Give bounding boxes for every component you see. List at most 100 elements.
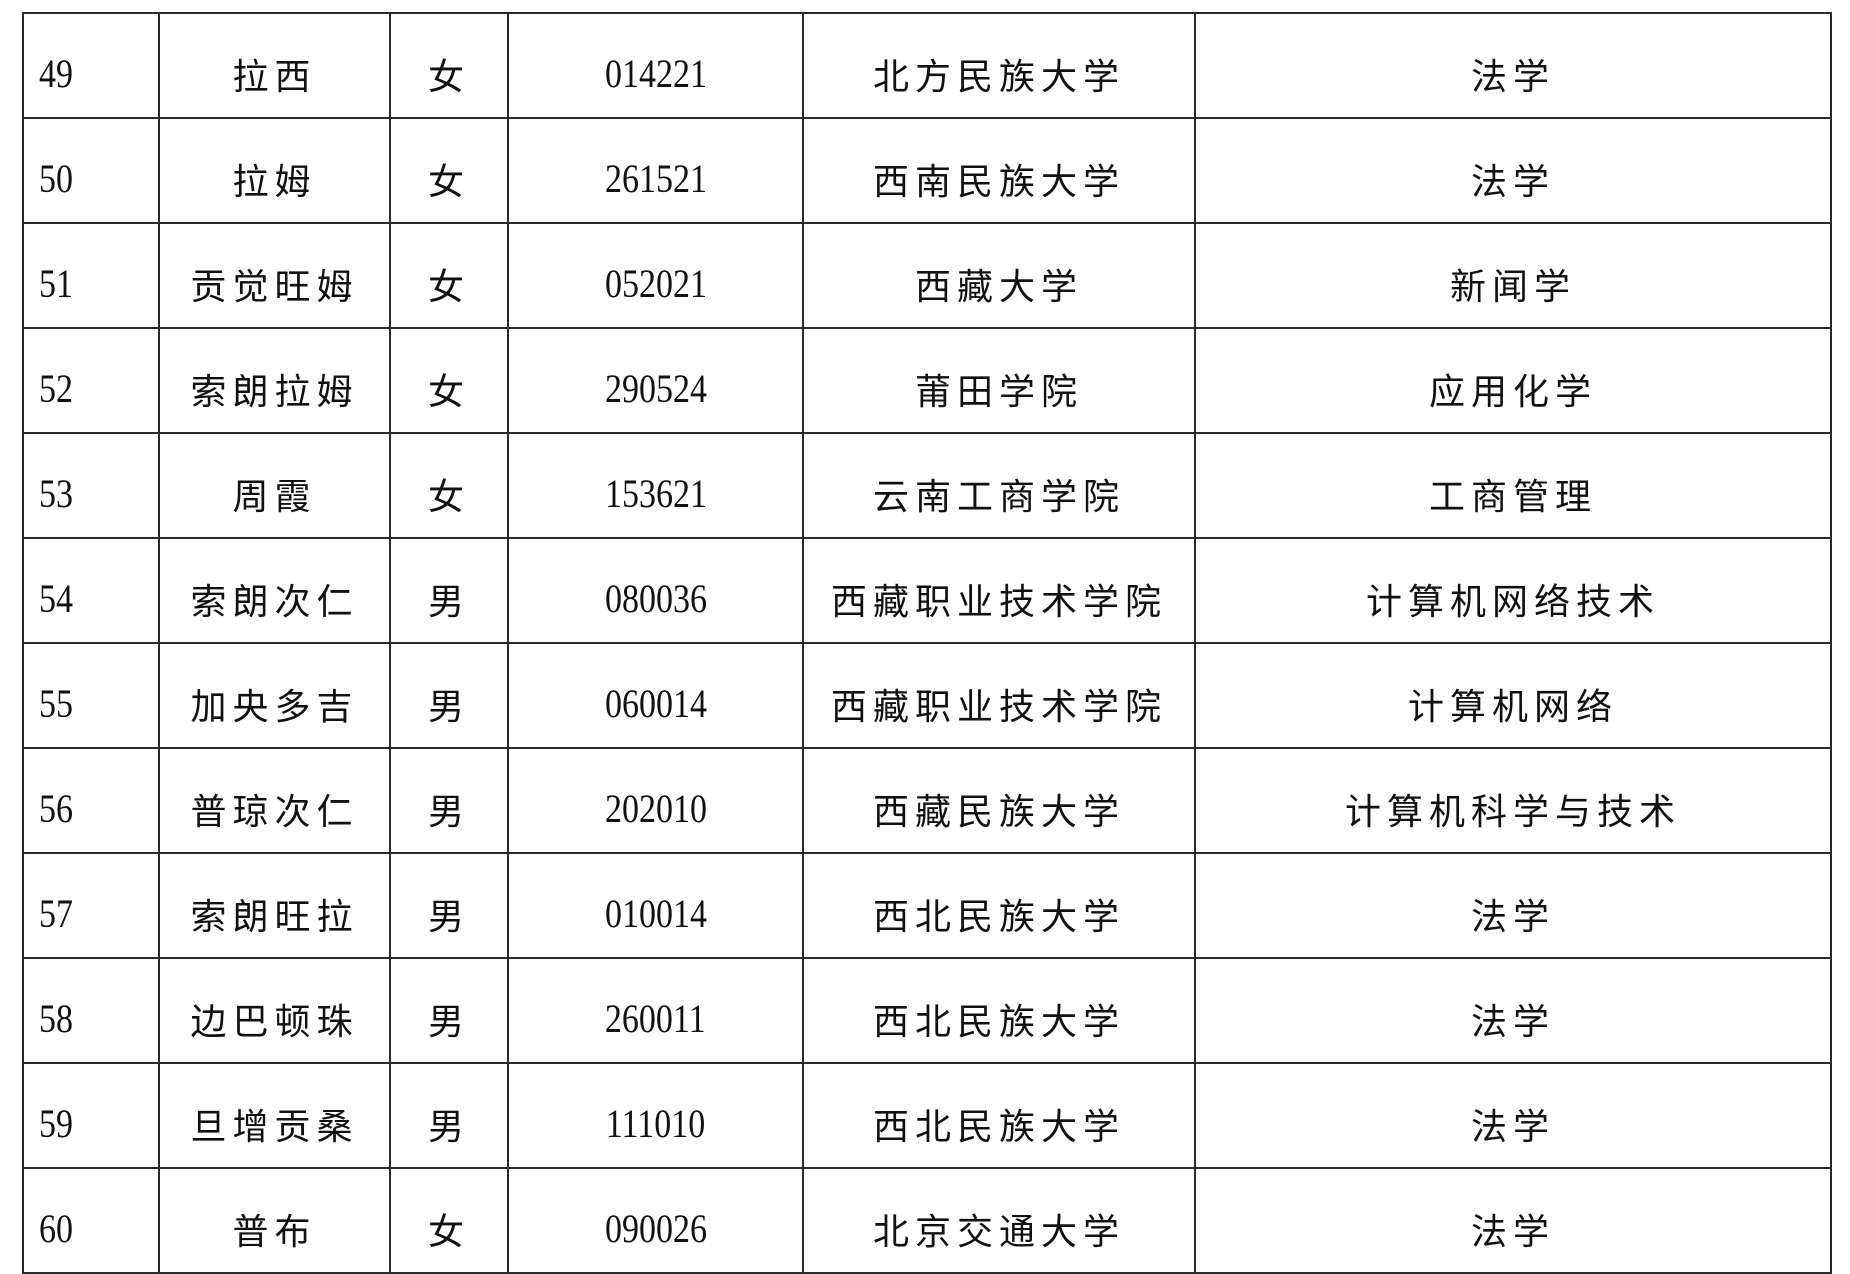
table-row: 56 普琼次仁 男 202010 西藏民族大学 计算机科学与技术 — [22, 747, 1832, 854]
name-text: 贡觉旺姆 — [190, 266, 359, 308]
cell-name: 普琼次仁 — [158, 747, 391, 854]
cell-number: 49 — [22, 12, 160, 119]
major-text: 计算机网络技术 — [1365, 581, 1660, 623]
gender-text: 男 — [427, 1001, 470, 1043]
gender-text: 男 — [427, 1106, 470, 1148]
cell-number: 53 — [22, 432, 160, 539]
cell-school: 莆田学院 — [802, 327, 1196, 434]
gender-text: 女 — [427, 161, 470, 203]
major-text: 法学 — [1470, 1106, 1555, 1148]
school-text: 西藏职业技术学院 — [830, 686, 1167, 728]
table-row: 51 贡觉旺姆 女 052021 西藏大学 新闻学 — [22, 222, 1832, 329]
cell-major: 工商管理 — [1194, 432, 1832, 539]
cell-gender: 女 — [389, 117, 509, 224]
cell-gender: 男 — [389, 537, 509, 644]
no-text: 59 — [39, 1101, 73, 1146]
cell-number: 57 — [22, 852, 160, 959]
school-text: 西藏职业技术学院 — [830, 581, 1167, 623]
cell-name: 边巴顿珠 — [158, 957, 391, 1064]
code-text: 060014 — [604, 681, 707, 726]
cell-major: 法学 — [1194, 1167, 1832, 1274]
gender-text: 女 — [427, 476, 470, 518]
gender-text: 女 — [427, 266, 470, 308]
cell-school: 北京交通大学 — [802, 1167, 1196, 1274]
school-text: 西北民族大学 — [872, 896, 1125, 938]
name-text: 普琼次仁 — [190, 791, 359, 833]
cell-school: 西藏大学 — [802, 222, 1196, 329]
cell-name: 周霞 — [158, 432, 391, 539]
table-row: 55 加央多吉 男 060014 西藏职业技术学院 计算机网络 — [22, 642, 1832, 749]
gender-text: 男 — [427, 581, 470, 623]
cell-number: 52 — [22, 327, 160, 434]
no-text: 55 — [39, 681, 73, 726]
cell-number: 51 — [22, 222, 160, 329]
name-text: 周霞 — [232, 476, 317, 518]
school-text: 西藏民族大学 — [872, 791, 1125, 833]
cell-name: 加央多吉 — [158, 642, 391, 749]
cell-gender: 男 — [389, 1062, 509, 1169]
cell-gender: 女 — [389, 222, 509, 329]
cell-gender: 女 — [389, 432, 509, 539]
cell-code: 153621 — [507, 432, 804, 539]
gender-text: 男 — [427, 686, 470, 728]
name-text: 普布 — [232, 1211, 317, 1253]
no-text: 53 — [39, 471, 73, 516]
cell-school: 西北民族大学 — [802, 1062, 1196, 1169]
major-text: 法学 — [1470, 1001, 1555, 1043]
cell-major: 计算机网络技术 — [1194, 537, 1832, 644]
cell-code: 010014 — [507, 852, 804, 959]
major-text: 计算机网络 — [1407, 686, 1618, 728]
cell-code: 014221 — [507, 12, 804, 119]
major-text: 法学 — [1470, 896, 1555, 938]
name-text: 索朗拉姆 — [190, 371, 359, 413]
cell-gender: 男 — [389, 747, 509, 854]
cell-name: 索朗旺拉 — [158, 852, 391, 959]
school-text: 莆田学院 — [914, 371, 1083, 413]
major-text: 法学 — [1470, 56, 1555, 98]
gender-text: 男 — [427, 896, 470, 938]
code-text: 290524 — [604, 366, 707, 411]
cell-gender: 男 — [389, 642, 509, 749]
name-text: 旦增贡桑 — [190, 1106, 359, 1148]
cell-code: 060014 — [507, 642, 804, 749]
no-text: 49 — [39, 51, 73, 96]
gender-text: 女 — [427, 56, 470, 98]
no-text: 54 — [39, 576, 73, 621]
table-body: 49 拉西 女 014221 北方民族大学 法学 50 拉姆 女 261521 … — [22, 12, 1832, 1274]
cell-code: 261521 — [507, 117, 804, 224]
cell-gender: 女 — [389, 327, 509, 434]
cell-major: 法学 — [1194, 852, 1832, 959]
gender-text: 男 — [427, 791, 470, 833]
cell-name: 贡觉旺姆 — [158, 222, 391, 329]
code-text: 080036 — [604, 576, 707, 621]
cell-school: 西南民族大学 — [802, 117, 1196, 224]
cell-code: 052021 — [507, 222, 804, 329]
cell-gender: 男 — [389, 852, 509, 959]
cell-major: 新闻学 — [1194, 222, 1832, 329]
no-text: 50 — [39, 156, 73, 201]
school-text: 西南民族大学 — [872, 161, 1125, 203]
cell-school: 西藏职业技术学院 — [802, 642, 1196, 749]
cell-number: 59 — [22, 1062, 160, 1169]
table-row: 59 旦增贡桑 男 111010 西北民族大学 法学 — [22, 1062, 1832, 1169]
school-text: 云南工商学院 — [872, 476, 1125, 518]
major-text: 法学 — [1470, 161, 1555, 203]
table-row: 50 拉姆 女 261521 西南民族大学 法学 — [22, 117, 1832, 224]
cell-gender: 女 — [389, 12, 509, 119]
cell-school: 西北民族大学 — [802, 957, 1196, 1064]
cell-major: 法学 — [1194, 957, 1832, 1064]
cell-major: 计算机科学与技术 — [1194, 747, 1832, 854]
name-text: 拉姆 — [232, 161, 317, 203]
table-row: 60 普布 女 090026 北京交通大学 法学 — [22, 1167, 1832, 1274]
cell-number: 55 — [22, 642, 160, 749]
gender-text: 女 — [427, 1211, 470, 1253]
school-text: 北方民族大学 — [872, 56, 1125, 98]
school-text: 北京交通大学 — [872, 1211, 1125, 1253]
table-row: 54 索朗次仁 男 080036 西藏职业技术学院 计算机网络技术 — [22, 537, 1832, 644]
cell-school: 云南工商学院 — [802, 432, 1196, 539]
cell-gender: 男 — [389, 957, 509, 1064]
no-text: 56 — [39, 786, 73, 831]
no-text: 57 — [39, 891, 73, 936]
cell-code: 290524 — [507, 327, 804, 434]
cell-code: 260011 — [507, 957, 804, 1064]
